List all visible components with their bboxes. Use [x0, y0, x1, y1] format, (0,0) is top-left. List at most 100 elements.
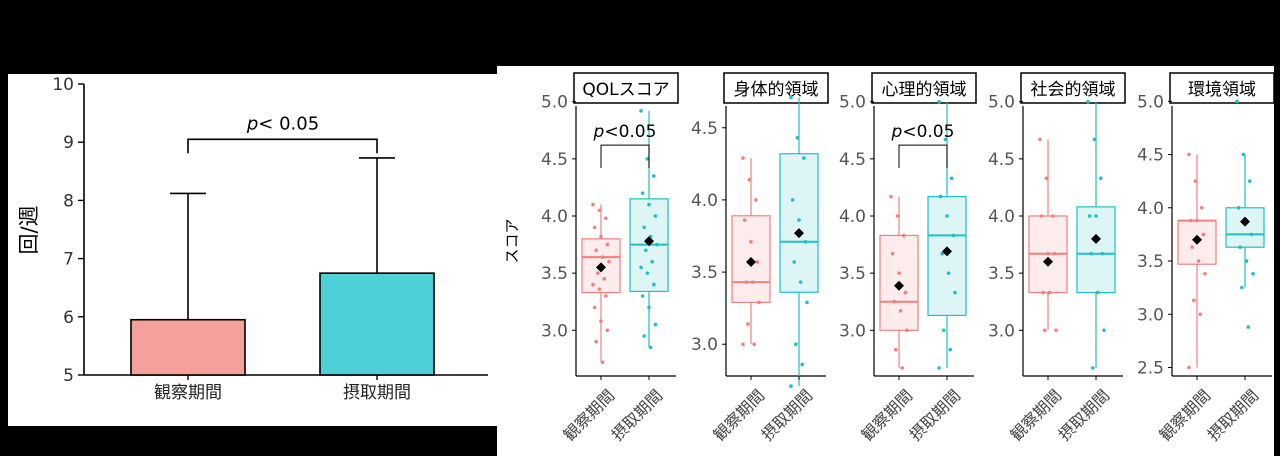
- data-point: [640, 191, 645, 195]
- data-point: [790, 198, 795, 202]
- data-point: [599, 234, 603, 239]
- significance-label: p<0.05: [593, 122, 657, 142]
- data-point: [1047, 290, 1052, 295]
- y-tick-label: 5: [63, 366, 74, 386]
- data-point: [605, 328, 610, 333]
- data-point: [1102, 328, 1106, 333]
- box: [1076, 206, 1116, 294]
- data-point: [652, 282, 656, 287]
- data-point: [1200, 205, 1204, 210]
- data-point: [889, 194, 893, 199]
- data-point: [741, 156, 745, 160]
- data-point: [1240, 285, 1244, 290]
- y-tick-label: 10: [52, 75, 74, 95]
- mean-diamond: [644, 236, 654, 247]
- x-tick-label: 摂取期間: [343, 383, 411, 403]
- significance-bracket: [898, 144, 948, 168]
- significance-p: p: [246, 113, 258, 134]
- data-point: [938, 194, 943, 199]
- data-point: [1087, 214, 1092, 218]
- box: [1225, 207, 1265, 248]
- data-point: [605, 242, 610, 247]
- data-point: [647, 202, 651, 207]
- x-tick-label: 摂取期間: [608, 386, 667, 445]
- y-tick-label: 4.5: [691, 119, 718, 139]
- data-point: [604, 216, 608, 221]
- mean-diamond: [942, 246, 952, 257]
- facet-strip: [573, 72, 679, 104]
- data-point: [742, 218, 747, 222]
- data-point: [1039, 214, 1044, 218]
- y-tick-label: 2.5: [1137, 358, 1164, 378]
- data-point: [940, 251, 944, 256]
- data-point: [1201, 232, 1206, 237]
- data-point: [591, 202, 595, 207]
- y-tick-label: 4.5: [839, 150, 866, 170]
- data-point: [1248, 179, 1252, 183]
- data-point: [741, 342, 745, 347]
- data-point: [594, 339, 598, 344]
- data-point: [942, 328, 946, 333]
- facet-title: 環境領域: [1188, 80, 1256, 100]
- bar: [130, 318, 246, 376]
- data-point: [951, 233, 956, 238]
- data-point: [805, 300, 809, 305]
- facet-title: 心理的領域: [882, 80, 967, 100]
- data-point: [594, 248, 598, 253]
- significance-bracket: [187, 138, 378, 154]
- data-point: [892, 299, 896, 304]
- y-axis-label: 回/週: [17, 205, 41, 254]
- y-tick-label: 4.5: [1137, 146, 1164, 166]
- significance-value: < 0.05: [258, 113, 319, 134]
- y-tick-label: 6: [63, 308, 74, 328]
- data-point: [645, 271, 650, 275]
- data-point: [749, 239, 753, 244]
- data-point: [647, 305, 651, 310]
- data-point: [797, 218, 801, 222]
- data-point: [890, 251, 895, 256]
- x-tick-label: 観察期間: [710, 386, 769, 445]
- data-point: [946, 271, 951, 275]
- data-point: [943, 137, 948, 142]
- y-tick-label: 4.0: [1137, 199, 1164, 219]
- data-point: [937, 366, 941, 370]
- data-point: [591, 282, 595, 287]
- data-point: [655, 242, 659, 247]
- data-point: [602, 277, 606, 281]
- y-tick-label: 5.0: [839, 93, 866, 113]
- significance-value: <0.05: [902, 122, 954, 142]
- y-tick-label: 9: [63, 133, 74, 153]
- data-point: [597, 208, 602, 213]
- data-point: [898, 309, 903, 313]
- data-point: [650, 259, 654, 264]
- significance-p: p: [891, 122, 903, 142]
- mean-diamond: [894, 280, 904, 291]
- data-point: [639, 109, 643, 113]
- data-point: [747, 177, 752, 182]
- data-point: [600, 255, 605, 259]
- data-point: [642, 334, 646, 338]
- data-point: [752, 342, 756, 347]
- data-point: [1038, 137, 1042, 142]
- y-tick-label: 5.0: [1137, 92, 1164, 112]
- significance-bracket: [600, 144, 650, 168]
- y-tick-label: 3.5: [691, 263, 718, 283]
- y-tick-label: 3.0: [988, 321, 1015, 341]
- data-point: [599, 319, 603, 323]
- facet-title: 社会的領域: [1031, 80, 1116, 100]
- data-point: [596, 271, 600, 275]
- data-point: [639, 265, 643, 270]
- data-point: [953, 290, 957, 295]
- data-point: [1249, 232, 1254, 237]
- mean-diamond: [746, 256, 756, 267]
- data-point: [607, 259, 611, 264]
- data-point: [789, 95, 793, 100]
- x-tick-label: 観察期間: [1156, 386, 1215, 445]
- data-point: [1238, 245, 1242, 249]
- y-tick-label: 3.0: [541, 321, 568, 341]
- y-tick-label: 4.0: [541, 207, 568, 227]
- y-tick-label: 4.5: [541, 150, 568, 170]
- data-point: [789, 384, 793, 388]
- data-point: [1190, 245, 1194, 249]
